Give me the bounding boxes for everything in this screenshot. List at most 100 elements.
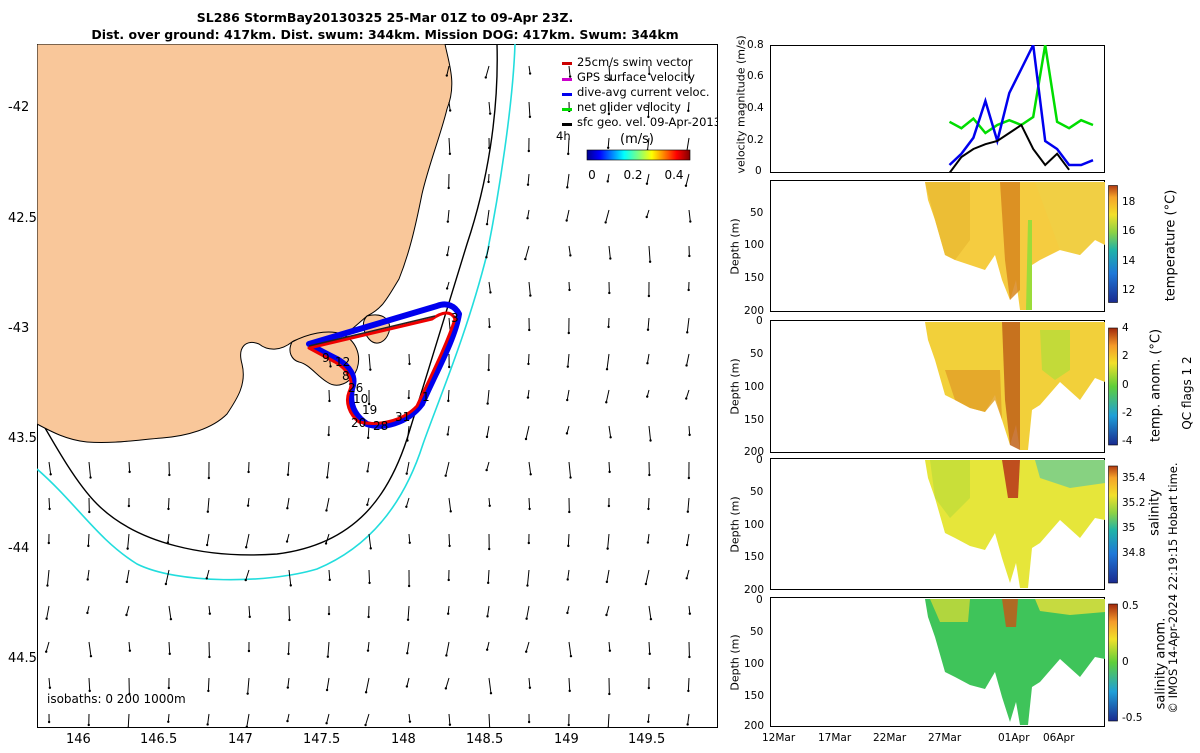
current-arrow [688, 102, 689, 111]
sal-ytick: 50 [750, 486, 763, 498]
sal-ytick: 0 [756, 454, 763, 466]
current-arrow-head [607, 147, 609, 149]
current-arrow [489, 714, 490, 728]
current-arrow-head [687, 690, 689, 692]
current-arrow-head [567, 153, 569, 155]
current-arrow-head [490, 692, 492, 694]
current-arrow-head [445, 654, 447, 656]
current-arrow-head [446, 74, 448, 76]
current-arrow-head [647, 721, 649, 723]
current-arrow-head [170, 618, 172, 620]
current-arrow-head [449, 724, 451, 726]
current-arrow-head [607, 326, 609, 328]
current-arrow-head [526, 584, 528, 586]
current-arrow-head [405, 506, 407, 508]
ta-ytick: 150 [744, 414, 764, 426]
current-arrow-head [646, 183, 648, 185]
lat-tick: 43.5 [8, 431, 37, 446]
current-arrow-head [647, 508, 649, 510]
legend-swatch-sfc [562, 123, 572, 126]
sa-ytick: 200 [744, 720, 764, 732]
current-arrow [288, 642, 289, 654]
current-arrow-head [89, 476, 91, 478]
current-arrow-head [687, 289, 689, 291]
current-arrow-head [567, 545, 569, 547]
current-arrow-head [409, 542, 411, 544]
current-arrow-head [525, 438, 527, 440]
current-arrow-head [288, 619, 290, 621]
current-arrow-head [287, 686, 289, 688]
sal-cbar-tick: 35 [1122, 522, 1135, 534]
track-label: 28 [373, 419, 388, 433]
current-arrow-head [570, 655, 572, 657]
current-arrow [489, 318, 490, 327]
current-arrow-head [449, 153, 451, 155]
current-arrow-head [209, 613, 211, 615]
current-arrow-head [206, 544, 208, 546]
current-arrow-head [208, 656, 210, 658]
current-arrow-head [648, 687, 650, 689]
sa-cbar-tick: 0 [1122, 656, 1129, 668]
current-arrow-head [48, 508, 50, 510]
current-arrow-head [487, 582, 489, 584]
current-arrow-head [529, 473, 531, 475]
current-arrow-head [128, 505, 130, 507]
track-label: 20 [351, 416, 366, 430]
current-arrow-head [649, 653, 651, 655]
credit-label: © IMOS 14-Apr-2024 22:19:15 Hobart time. [1166, 423, 1180, 753]
current-arrow [689, 426, 690, 435]
current-arrow-head [169, 653, 171, 655]
map-cbar-tick-1: 0.2 [623, 168, 642, 182]
ta-ytick: 100 [744, 381, 764, 393]
current-arrow-head [566, 186, 568, 188]
legend-dive: dive-avg current veloc. [577, 85, 710, 99]
current-arrow-head [687, 110, 689, 112]
current-arrow-head [686, 723, 688, 725]
current-arrow-head [609, 436, 611, 438]
current-arrow-head [448, 366, 450, 368]
current-arrow-head [408, 363, 410, 365]
current-arrow-head [608, 471, 610, 473]
ta-cbar-tick: 0 [1122, 379, 1129, 391]
current-arrow-head [49, 473, 51, 475]
current-arrow-head [649, 439, 651, 441]
current-arrow-head [489, 291, 491, 293]
sal-ylabel: Depth (m) [729, 490, 742, 560]
lat-tick: 42.5 [8, 211, 37, 226]
current-arrow-head [367, 437, 369, 439]
current-arrow-head [448, 545, 450, 547]
current-arrow [129, 462, 130, 472]
current-arrow-head [529, 116, 531, 118]
current-arrow-head [90, 655, 92, 657]
current-arrow-head [370, 547, 372, 549]
current-arrow-head [286, 720, 288, 722]
current-arrow-head [446, 254, 448, 256]
current-arrow-head [528, 508, 530, 510]
current-arrow-head [367, 616, 369, 618]
current-arrow-head [249, 616, 251, 618]
vel-ylabel: velocity magnitude (m/s) [735, 44, 748, 174]
sa-ylabel: Depth (m) [729, 628, 742, 698]
sal-cbar-tick: 34.8 [1122, 547, 1145, 559]
current-arrow-head [688, 477, 690, 479]
time-tick: 27Mar [928, 732, 961, 744]
current-arrow-head [165, 583, 167, 585]
current-arrow-head [568, 332, 570, 334]
current-arrow-head [449, 109, 451, 111]
colorbar-title: (m/s) [620, 132, 654, 147]
current-arrow-head [246, 726, 248, 728]
current-arrow [609, 462, 610, 472]
current-arrow-head [447, 613, 449, 615]
current-arrow-head [125, 614, 127, 616]
current-arrow-head [527, 184, 529, 186]
current-arrow-head [489, 505, 491, 507]
current-arrow-head [487, 181, 489, 183]
current-arrow-head [689, 220, 691, 222]
current-arrow [449, 534, 450, 546]
current-arrow-head [645, 583, 647, 585]
current-arrow [528, 354, 529, 364]
current-arrow-head [649, 261, 651, 263]
current-arrow-head [290, 584, 292, 586]
current-arrow-head [88, 511, 90, 513]
current-arrow-head [569, 476, 571, 478]
